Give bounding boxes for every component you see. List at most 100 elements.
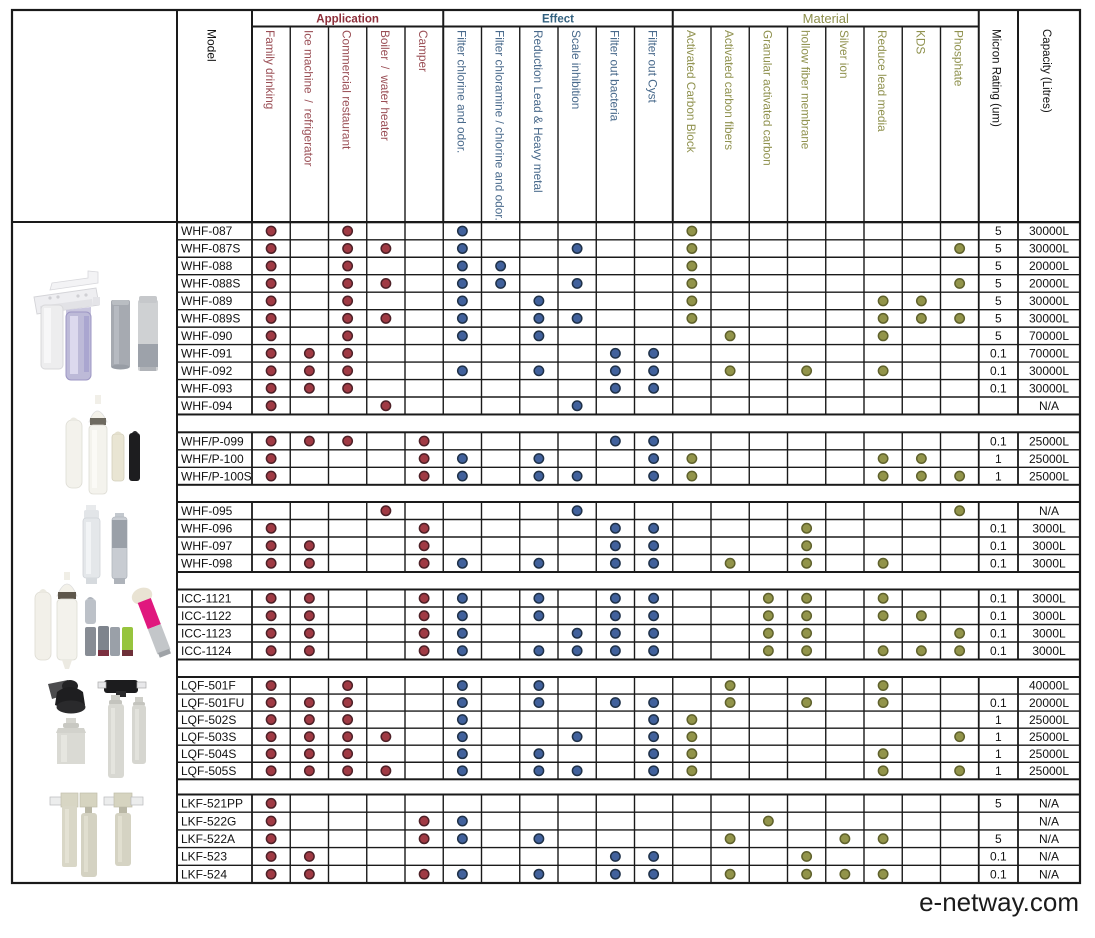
svg-text:ICC-1124: ICC-1124 (181, 644, 232, 658)
svg-text:LQF-501FU: LQF-501FU (181, 696, 244, 710)
svg-text:0.1: 0.1 (990, 556, 1007, 570)
svg-text:N/A: N/A (1039, 867, 1059, 881)
svg-text:20000L: 20000L (1029, 259, 1069, 273)
svg-text:5: 5 (995, 797, 1002, 811)
svg-text:e-netway.com: e-netway.com (919, 887, 1079, 917)
svg-text:25000L: 25000L (1029, 730, 1069, 744)
svg-text:WHF-092: WHF-092 (181, 364, 233, 378)
svg-text:LKF-521PP: LKF-521PP (181, 797, 243, 811)
svg-text:5: 5 (995, 329, 1002, 343)
svg-text:40000L: 40000L (1029, 679, 1069, 693)
svg-text:30000L: 30000L (1029, 294, 1069, 308)
svg-text:3000L: 3000L (1032, 539, 1066, 553)
svg-text:WHF-089S: WHF-089S (181, 312, 240, 326)
svg-text:30000L: 30000L (1029, 364, 1069, 378)
svg-text:WHF/P-099: WHF/P-099 (181, 434, 244, 448)
svg-text:LKF-522G: LKF-522G (181, 814, 236, 828)
svg-text:KDS: KDS (913, 30, 927, 54)
svg-text:0.1: 0.1 (990, 539, 1007, 553)
svg-text:3000L: 3000L (1032, 609, 1066, 623)
svg-text:WHF-088: WHF-088 (181, 259, 233, 273)
svg-text:25000L: 25000L (1029, 764, 1069, 778)
svg-text:25000L: 25000L (1029, 469, 1069, 483)
svg-text:30000L: 30000L (1029, 224, 1069, 238)
svg-text:1: 1 (995, 747, 1002, 761)
svg-text:Activated Carbon Block: Activated Carbon Block (684, 30, 698, 153)
svg-text:N/A: N/A (1039, 504, 1059, 518)
svg-text:0.1: 0.1 (990, 850, 1007, 864)
svg-text:WHF-093: WHF-093 (181, 381, 233, 395)
svg-text:WHF-088S: WHF-088S (181, 277, 240, 291)
svg-text:Activated carbon fibers: Activated carbon fibers (722, 30, 736, 150)
svg-text:LQF-503S: LQF-503S (181, 730, 236, 744)
svg-text:0.1: 0.1 (990, 626, 1007, 640)
svg-text:Micron Rating (um): Micron Rating (um) (989, 29, 1001, 127)
svg-text:70000L: 70000L (1029, 329, 1069, 343)
svg-text:WHF-097: WHF-097 (181, 539, 233, 553)
svg-text:25000L: 25000L (1029, 747, 1069, 761)
svg-text:Effect: Effect (542, 14, 574, 26)
svg-text:N/A: N/A (1039, 399, 1059, 413)
svg-text:Filter out Cyst: Filter out Cyst (646, 30, 660, 103)
svg-text:WHF-090: WHF-090 (181, 329, 233, 343)
svg-text:Application: Application (316, 14, 379, 26)
svg-text:LQF-501F: LQF-501F (181, 679, 236, 693)
svg-text:5: 5 (995, 312, 1002, 326)
svg-text:5: 5 (995, 242, 1002, 256)
svg-text:LKF-524: LKF-524 (181, 867, 227, 881)
svg-text:1: 1 (995, 764, 1002, 778)
svg-text:20000L: 20000L (1029, 696, 1069, 710)
svg-text:1: 1 (995, 469, 1002, 483)
svg-text:1: 1 (995, 452, 1002, 466)
svg-text:hollow fiber membrane: hollow fiber membrane (799, 30, 813, 150)
svg-text:WHF-095: WHF-095 (181, 504, 233, 518)
svg-text:1: 1 (995, 713, 1002, 727)
svg-text:Filter out bacteria: Filter out bacteria (607, 30, 621, 122)
svg-text:25000L: 25000L (1029, 434, 1069, 448)
svg-text:LKF-523: LKF-523 (181, 850, 227, 864)
svg-text:LQF-502S: LQF-502S (181, 713, 236, 727)
svg-text:Capacity (Litres): Capacity (Litres) (1040, 29, 1052, 113)
svg-text:WHF-096: WHF-096 (181, 521, 233, 535)
svg-text:Commercial restaurant: Commercial restaurant (340, 30, 354, 150)
svg-text:WHF-087: WHF-087 (181, 224, 233, 238)
svg-text:Reduce lead media: Reduce lead media (875, 30, 889, 132)
svg-text:N/A: N/A (1039, 850, 1059, 864)
svg-text:Phosphate: Phosphate (952, 30, 966, 87)
svg-text:Filter chlorine and odor.: Filter chlorine and odor. (454, 30, 468, 153)
svg-text:Filter chloramine / chlorine a: Filter chloramine / chlorine and odor. (493, 30, 507, 221)
svg-text:Family drinking: Family drinking (263, 30, 277, 109)
svg-text:ICC-1122: ICC-1122 (181, 609, 232, 623)
svg-text:WHF/P-100S: WHF/P-100S (181, 469, 252, 483)
svg-text:30000L: 30000L (1029, 312, 1069, 326)
svg-text:Reduction Lead & Heavy metal: Reduction Lead & Heavy metal (531, 30, 545, 193)
svg-text:0.1: 0.1 (990, 644, 1007, 658)
svg-text:WHF-087S: WHF-087S (181, 242, 240, 256)
svg-text:0.1: 0.1 (990, 591, 1007, 605)
svg-text:LQF-504S: LQF-504S (181, 747, 236, 761)
svg-text:25000L: 25000L (1029, 452, 1069, 466)
svg-text:5: 5 (995, 832, 1002, 846)
svg-text:0.1: 0.1 (990, 381, 1007, 395)
svg-text:0.1: 0.1 (990, 867, 1007, 881)
svg-text:5: 5 (995, 277, 1002, 291)
svg-text:0.1: 0.1 (990, 521, 1007, 535)
svg-text:ICC-1121: ICC-1121 (181, 591, 232, 605)
svg-text:3000L: 3000L (1032, 521, 1066, 535)
svg-text:Camper: Camper (416, 30, 430, 72)
svg-text:WHF-094: WHF-094 (181, 399, 233, 413)
svg-text:0.1: 0.1 (990, 609, 1007, 623)
svg-text:Ice machine / refrigerator: Ice machine / refrigerator (301, 30, 315, 166)
svg-text:5: 5 (995, 294, 1002, 308)
svg-text:30000L: 30000L (1029, 381, 1069, 395)
svg-text:3000L: 3000L (1032, 626, 1066, 640)
svg-text:WHF/P-100: WHF/P-100 (181, 452, 244, 466)
svg-text:3000L: 3000L (1032, 591, 1066, 605)
svg-text:0.1: 0.1 (990, 696, 1007, 710)
svg-text:Silver ion: Silver ion (837, 30, 851, 79)
svg-text:20000L: 20000L (1029, 277, 1069, 291)
svg-text:0.1: 0.1 (990, 347, 1007, 361)
svg-text:LQF-505S: LQF-505S (181, 764, 236, 778)
svg-text:3000L: 3000L (1032, 556, 1066, 570)
svg-text:LKF-522A: LKF-522A (181, 832, 235, 846)
